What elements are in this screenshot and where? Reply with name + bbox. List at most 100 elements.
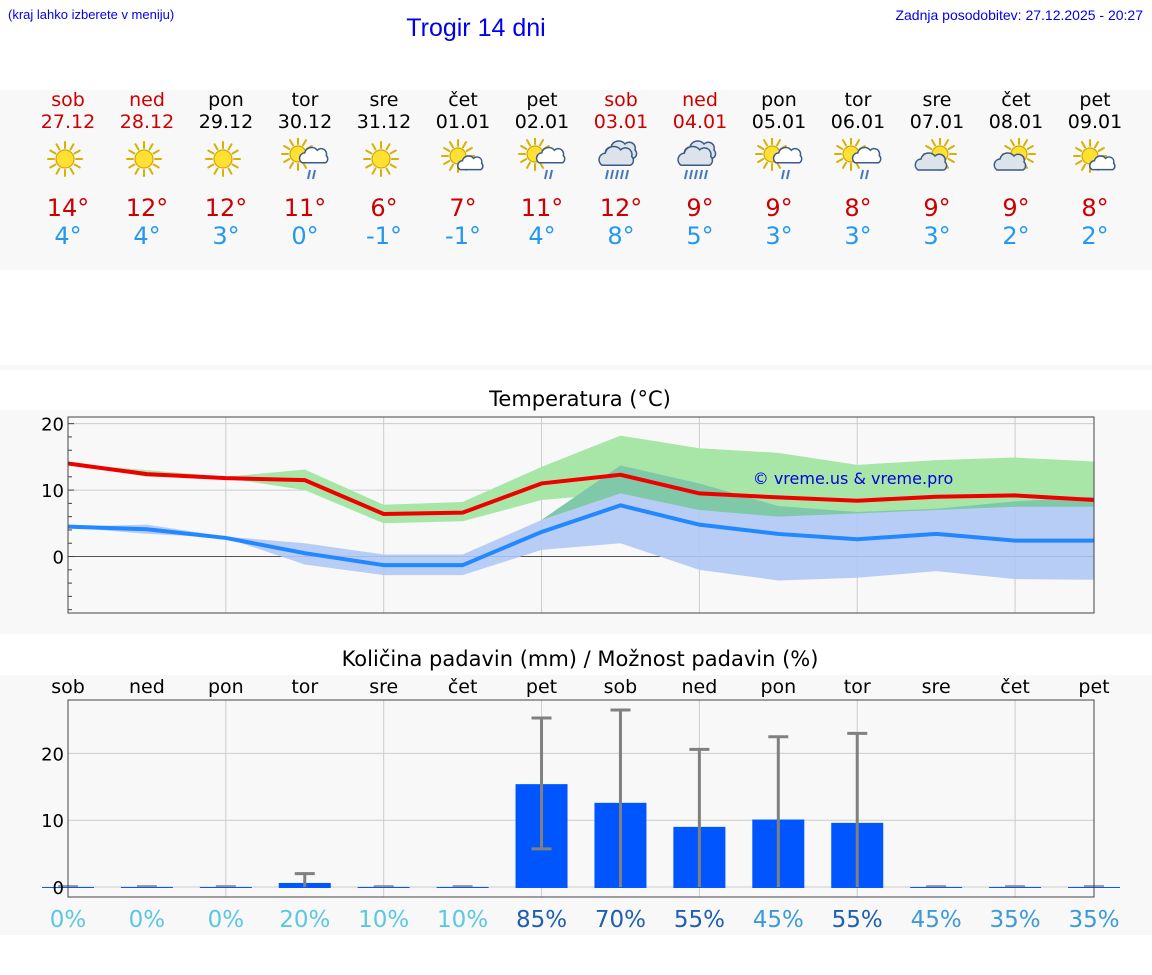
plot-frame (67, 699, 1095, 898)
divider (0, 365, 1152, 370)
forecast-day: sre 31.12 6° -1° (344, 90, 424, 250)
forecast-day: sob 03.01 12° 8° (581, 90, 661, 250)
day-date: 01.01 (435, 111, 491, 133)
min-temperature: 3° (212, 222, 240, 250)
precipitation-bar (910, 886, 963, 888)
max-temperature: 8° (1081, 194, 1109, 222)
precipitation-probability: 45% (911, 907, 962, 933)
forecast-day: tor 30.12 11° 0° (265, 90, 345, 250)
sun-icon (47, 141, 83, 177)
temperature-chart: 0 10 20 © vreme.us & vreme.pro (41, 415, 1095, 614)
precipitation-probability: 85% (516, 907, 567, 933)
day-date: 02.01 (514, 111, 570, 133)
plot-frame (67, 416, 1095, 614)
forecast-day: pon 29.12 12° 3° (186, 90, 266, 250)
day-date: 28.12 (119, 111, 175, 133)
precipitation-probability: 0% (129, 907, 166, 933)
day-name: sre (922, 89, 952, 111)
watermark: © vreme.us & vreme.pro (753, 469, 954, 488)
y-tick-label: 20 (41, 415, 64, 436)
page-title: Trogir 14 dni (406, 14, 546, 42)
min-temperature-line (67, 503, 1094, 568)
day-name: sre (369, 89, 399, 111)
cloud-rain-icon (598, 140, 638, 180)
day-name: ned (129, 89, 165, 111)
min-temperature: -1° (445, 222, 481, 250)
day-name: pet (1079, 89, 1111, 111)
precipitation-chart: 0 10 20 sob ned pon tor sre čet pet sob ned pon tor sr… (41, 676, 1120, 933)
min-temperature: 3° (923, 222, 951, 250)
day-date: 30.12 (277, 111, 333, 133)
x-day-label: pon (760, 676, 796, 698)
forecast-day: sob 27.12 14° 4° (28, 90, 108, 250)
precipitation-bar (357, 886, 410, 888)
precipitation-probability: 20% (279, 907, 330, 933)
min-temperature: 4° (133, 222, 161, 250)
max-temperature: 6° (370, 194, 398, 222)
forecast-day: pet 09.01 8° 2° (1055, 90, 1135, 250)
min-temperature: 8° (607, 222, 635, 250)
day-date: 04.01 (672, 111, 728, 133)
sun-icon (126, 141, 162, 177)
sun-small-cloud-icon (441, 139, 484, 173)
sun-small-cloud-icon (1073, 139, 1116, 173)
day-date: 29.12 (198, 111, 254, 133)
x-day-label: tor (844, 676, 871, 698)
forecast-day: čet 08.01 9° 2° (976, 90, 1056, 250)
day-date: 31.12 (356, 111, 412, 133)
x-day-label: pet (526, 676, 557, 698)
precipitation-bar (436, 886, 489, 888)
x-day-label: pon (208, 676, 244, 698)
precipitation-probability: 10% (358, 907, 409, 933)
temperature-chart-title: Temperatura (°C) (489, 387, 671, 411)
precipitation-probability: 35% (990, 907, 1041, 933)
day-date: 05.01 (751, 111, 807, 133)
max-temperature: 12° (599, 194, 643, 222)
forecast-day: pet 02.01 11° 4° (502, 90, 582, 250)
precipitation-probability: 10% (437, 907, 488, 933)
precipitation-panel: Količina padavin (mm) / Možnost padavin … (0, 647, 1152, 935)
x-day-label: ned (129, 676, 165, 698)
day-date: 03.01 (593, 111, 649, 133)
max-temperature: 14° (46, 194, 90, 222)
max-temperature: 9° (923, 194, 951, 222)
plot-area (68, 700, 1094, 897)
min-temperature: 2° (1081, 222, 1109, 250)
precipitation-probability: 55% (832, 907, 883, 933)
x-day-label: ned (681, 676, 717, 698)
location-hint[interactable]: (kraj lahko izberete v meniju) (8, 7, 175, 22)
day-name: čet (448, 89, 478, 111)
precipitation-bar (120, 886, 173, 888)
precipitation-chart-title: Količina padavin (mm) / Možnost padavin … (341, 647, 819, 671)
x-day-label: sre (922, 676, 951, 698)
min-temperature: -1° (366, 222, 402, 250)
x-day-label: tor (291, 676, 318, 698)
min-temperature: 5° (686, 222, 714, 250)
x-day-label: sob (604, 676, 638, 698)
sun-icon (205, 141, 241, 177)
x-day-label: sob (51, 676, 85, 698)
max-temperature: 12° (125, 194, 169, 222)
day-name: sob (51, 89, 85, 111)
y-tick-label: 10 (41, 811, 64, 832)
precipitation-probability: 35% (1068, 907, 1119, 933)
precipitation-probability: 0% (208, 907, 245, 933)
max-temperature: 11° (283, 194, 327, 222)
forecast-day: ned 04.01 9° 5° (660, 90, 740, 250)
day-name: ned (682, 89, 718, 111)
x-day-label: čet (1000, 676, 1030, 698)
precipitation-bar (199, 886, 252, 888)
day-date: 06.01 (830, 111, 886, 133)
day-date: 27.12 (40, 111, 96, 133)
max-temperature-line (67, 461, 1095, 517)
x-day-label: sre (369, 676, 398, 698)
max-temperature: 9° (686, 194, 714, 222)
sun-cloud-rain-icon (281, 138, 329, 180)
precipitation-bar (989, 886, 1042, 888)
y-tick-label: 10 (41, 481, 64, 502)
min-temperature: 4° (54, 222, 82, 250)
max-temperature: 9° (1002, 194, 1030, 222)
day-name: tor (844, 89, 872, 111)
precipitation-probability: 45% (753, 907, 804, 933)
day-name: tor (291, 89, 319, 111)
